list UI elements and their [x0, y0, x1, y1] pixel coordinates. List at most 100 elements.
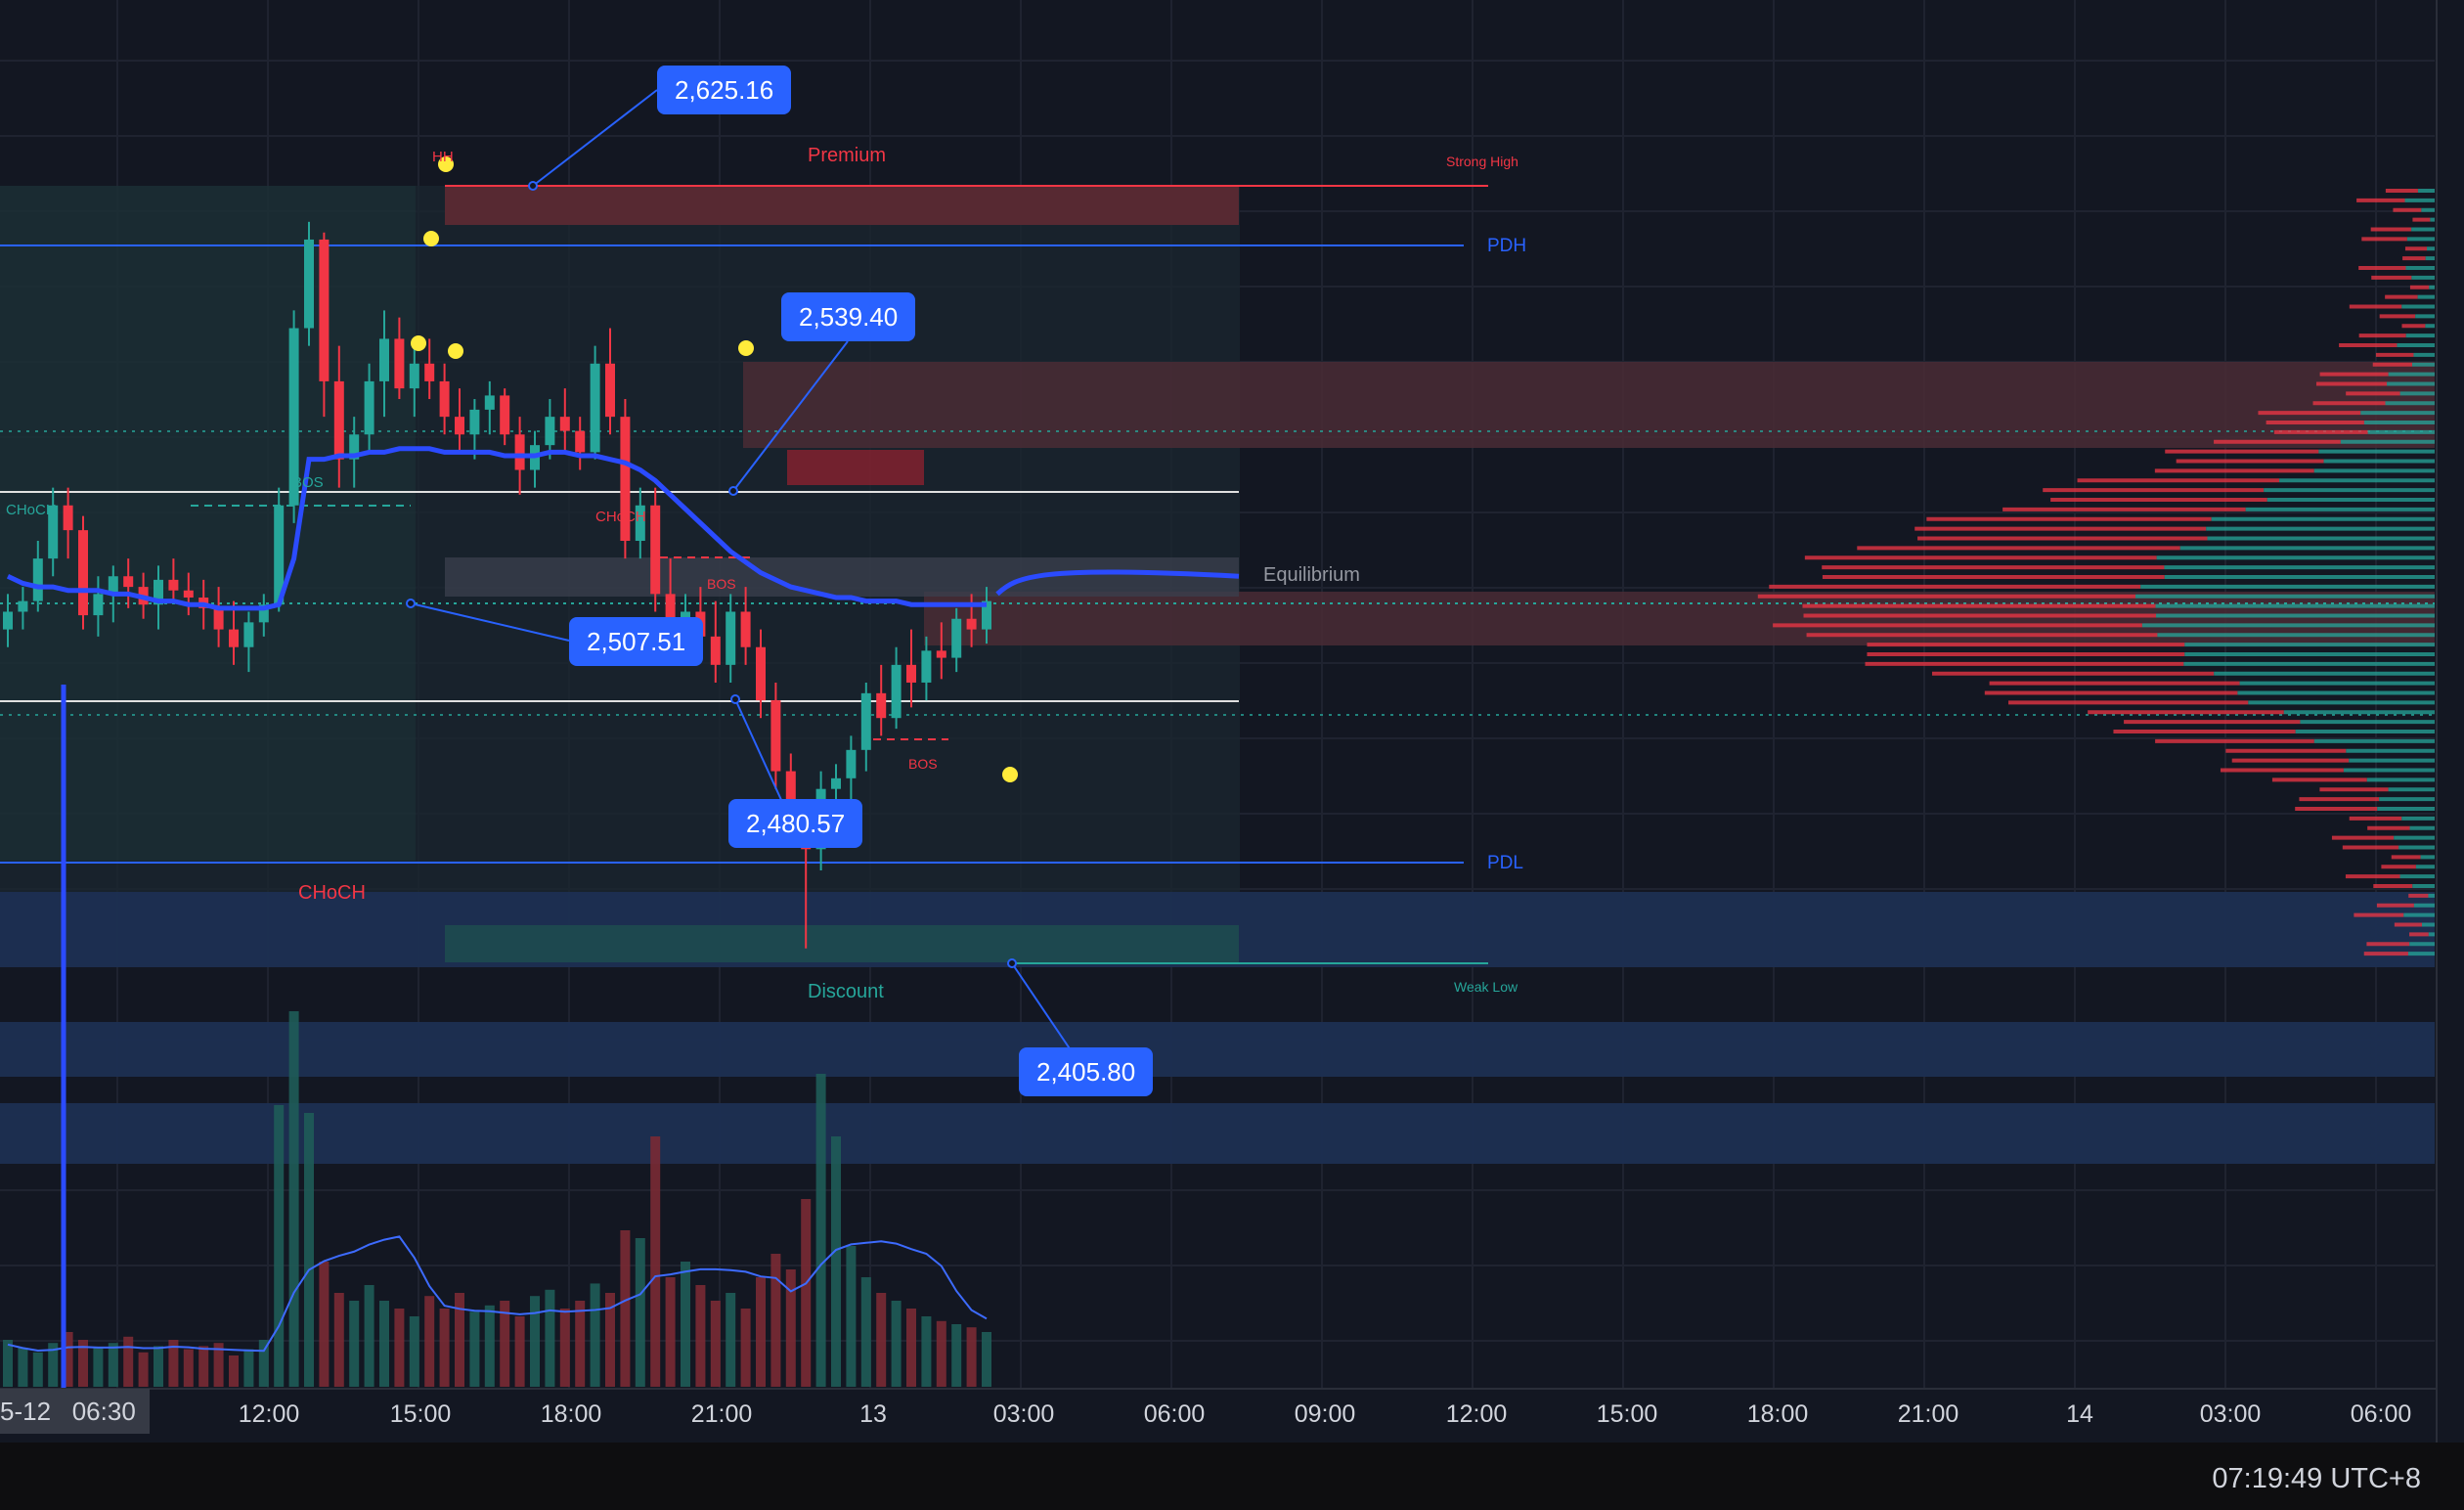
candle-body [168, 579, 179, 591]
price-badge-mid-level: 2,507.51 [569, 617, 704, 666]
volume-bar [439, 1309, 450, 1387]
candle-body [32, 558, 43, 601]
volume-bar [229, 1355, 239, 1387]
volume-bar [650, 1136, 661, 1387]
badge-anchor [406, 599, 416, 608]
candle-body [876, 692, 887, 719]
candle-body [966, 618, 977, 630]
demand-zone-2 [0, 1022, 2444, 1077]
candle-body [154, 579, 163, 605]
time-tick: 15:00 [389, 1400, 452, 1428]
candle-body [424, 363, 435, 381]
candle-body [63, 505, 73, 531]
badge-anchor [1007, 958, 1017, 968]
order-block [787, 450, 924, 485]
time-tick: 21:00 [690, 1400, 753, 1428]
bos-label-2: BOS [707, 576, 736, 592]
price-badge-swing-high: 2,625.16 [657, 66, 792, 114]
volume-bar [379, 1301, 389, 1387]
candle-body [906, 664, 916, 683]
volume-bar [198, 1346, 209, 1387]
volume-bar [801, 1199, 812, 1387]
volume-bar [484, 1305, 495, 1387]
candle-body [394, 338, 405, 389]
volume-bar [681, 1262, 690, 1387]
candle-body [18, 600, 28, 612]
badge-connector [532, 89, 658, 187]
volume-bar [288, 1011, 299, 1387]
volume-bar [756, 1277, 766, 1387]
volume-bar [936, 1320, 946, 1387]
time-tick: 13 [859, 1400, 887, 1428]
choch-label-2: CHoCH [595, 509, 646, 525]
volume-ma-line [7, 1235, 988, 1353]
candle-body [756, 646, 766, 701]
current-time: 06:30 [71, 1397, 136, 1426]
candle-body [123, 576, 134, 588]
time-tick: 12:00 [238, 1400, 300, 1428]
volume-bar [168, 1340, 179, 1387]
volume-bar [726, 1293, 736, 1387]
volume-bar [966, 1327, 977, 1387]
candle-body [846, 749, 857, 778]
candle-body [500, 395, 510, 435]
candle-body [605, 363, 615, 418]
swing-marker [1002, 767, 1018, 782]
time-tick: 18:00 [1746, 1400, 1809, 1428]
candle-body [78, 530, 88, 616]
time-tick: 12:00 [1445, 1400, 1508, 1428]
candle-body [740, 611, 751, 647]
volume-bar [921, 1316, 932, 1387]
candle-body [93, 594, 104, 616]
candle-body [258, 604, 269, 623]
volume-bar [274, 1105, 285, 1387]
candle-body [921, 650, 932, 683]
candle-body [439, 380, 450, 418]
volume-bar [530, 1296, 540, 1387]
volume-bar [575, 1301, 586, 1387]
volume-bar [394, 1309, 405, 1387]
volume-bar [982, 1332, 991, 1387]
discount-label: Discount [808, 981, 884, 1002]
price-scale [2435, 0, 2464, 1443]
badge-anchor [728, 486, 738, 496]
volume-bar [559, 1309, 570, 1387]
swing-marker [738, 340, 754, 356]
candle-body [213, 607, 224, 630]
candle-body [243, 622, 254, 647]
volume-bar [108, 1343, 118, 1387]
volume-bar [455, 1293, 464, 1387]
candle-body [379, 338, 389, 381]
candle-body [514, 434, 525, 470]
bos-label-1: BOS [292, 474, 324, 491]
volume-bar [258, 1340, 269, 1387]
candle-body [3, 611, 13, 630]
swing-marker [411, 335, 426, 351]
volume-bar [635, 1238, 645, 1387]
time-tick: 03:00 [2199, 1400, 2262, 1428]
current-date: 5-12 [0, 1397, 52, 1426]
volume-bar [514, 1316, 525, 1387]
volume-bar [32, 1352, 43, 1387]
candle-body [770, 700, 781, 772]
volume-bar [906, 1309, 916, 1387]
candle-body [620, 417, 631, 541]
volume-bar [304, 1113, 314, 1387]
badge-anchor [730, 694, 740, 704]
swing-marker [438, 156, 454, 172]
volume-bar [740, 1309, 751, 1387]
volume-bar [710, 1301, 721, 1387]
status-bar [0, 1443, 2464, 1510]
volume-bar [3, 1340, 13, 1387]
volume-bar [183, 1349, 194, 1387]
volume-bar [605, 1293, 615, 1387]
candle-body [183, 590, 194, 598]
clock: 07:19:49 UTC+8 [2212, 1463, 2421, 1494]
candle-body [982, 600, 991, 630]
strong-high-label: Strong High [1446, 154, 1518, 169]
candle-body [484, 395, 495, 410]
volume-bar [213, 1343, 224, 1387]
time-tick: 03:00 [992, 1400, 1055, 1428]
volume-bar [123, 1336, 134, 1387]
